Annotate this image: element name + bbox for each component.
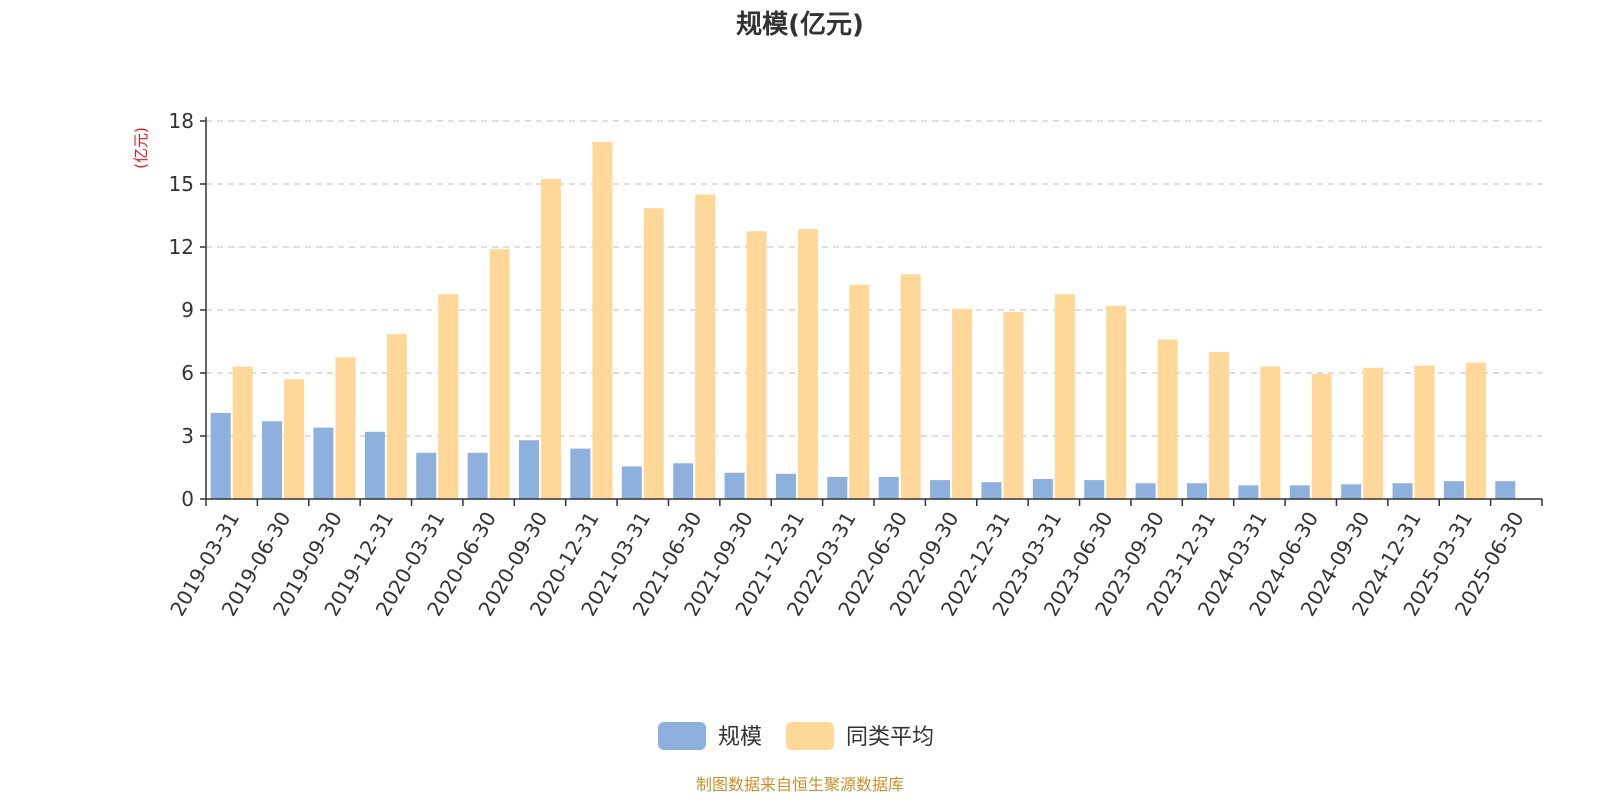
bar-scale	[1187, 483, 1207, 499]
bar-scale	[364, 431, 385, 499]
bar-peer-average	[643, 208, 664, 499]
bar-peer-average	[284, 379, 305, 499]
bar-scale	[1032, 479, 1053, 499]
y-tick-label: 12	[169, 235, 194, 259]
bar-peer-average	[1414, 365, 1435, 499]
bar-peer-average	[592, 142, 613, 499]
axes	[205, 117, 1543, 506]
bar-scale	[1392, 483, 1413, 499]
legend-label-peer-average: 同类平均	[846, 725, 934, 750]
bar-peer-average	[797, 229, 818, 499]
bar-peer-average	[386, 334, 407, 499]
y-tick-label: 18	[169, 109, 194, 133]
y-tick-label: 3	[181, 424, 194, 448]
bar-scale	[1135, 483, 1156, 499]
bar-scale	[1495, 481, 1516, 499]
bar-peer-average	[541, 178, 561, 499]
data-source-note: 制图数据来自恒生聚源数据库	[696, 775, 904, 794]
legend: 规模 同类平均	[658, 722, 934, 750]
bar-peer-average	[1363, 367, 1384, 499]
bar-peer-average	[1003, 312, 1024, 499]
bar-peer-average	[1106, 305, 1127, 499]
bar-scale	[519, 440, 539, 499]
bar-peer-average	[1209, 352, 1229, 499]
bar-peer-average	[232, 366, 253, 499]
gridlines	[200, 120, 1542, 500]
bar-peer-average	[1054, 294, 1075, 499]
bar-scale	[1238, 485, 1259, 499]
bar-scale	[570, 448, 591, 499]
chart-title: 规模(亿元)	[736, 10, 864, 40]
bar-scale	[1084, 480, 1105, 499]
x-tick-labels: 2019-03-312019-06-302019-09-302019-12-31…	[165, 508, 1529, 621]
bar-peer-average	[1465, 362, 1486, 499]
bar-scale	[621, 466, 642, 499]
bar-scale	[827, 476, 848, 499]
bars	[210, 142, 1516, 499]
bar-scale	[878, 476, 899, 499]
y-axis-unit-label: (亿元)	[132, 127, 150, 169]
legend-swatch-scale	[658, 722, 706, 750]
bar-scale	[930, 480, 951, 499]
bar-scale	[673, 463, 694, 499]
bar-peer-average	[746, 231, 767, 499]
y-tick-label: 6	[181, 361, 194, 385]
y-tick-label: 15	[169, 172, 194, 196]
bar-scale	[210, 412, 231, 499]
bar-peer-average	[900, 274, 921, 499]
bar-scale	[775, 473, 796, 499]
bar-scale	[1289, 485, 1310, 499]
bar-scale	[1443, 481, 1464, 499]
bar-peer-average	[438, 294, 459, 499]
y-tick-labels: 0 3 6 9 12 15 18	[169, 109, 194, 511]
bar-peer-average	[1157, 339, 1178, 499]
y-tick-label: 9	[181, 298, 194, 322]
bar-scale	[724, 472, 745, 499]
legend-label-scale: 规模	[718, 725, 762, 750]
bar-scale	[262, 421, 283, 499]
y-tick-label: 0	[181, 487, 194, 511]
bar-peer-average	[695, 194, 716, 499]
bar-scale	[313, 427, 334, 499]
bar-peer-average	[335, 357, 356, 499]
bar-scale	[1341, 484, 1362, 499]
bar-scale	[467, 452, 488, 499]
bar-peer-average	[1260, 366, 1281, 499]
bar-peer-average	[1311, 374, 1332, 499]
bar-peer-average	[489, 249, 510, 499]
legend-swatch-peer-average	[786, 722, 834, 750]
bar-scale	[981, 482, 1002, 499]
bar-peer-average	[849, 284, 870, 499]
bar-scale	[416, 452, 437, 499]
bar-peer-average	[952, 308, 973, 499]
